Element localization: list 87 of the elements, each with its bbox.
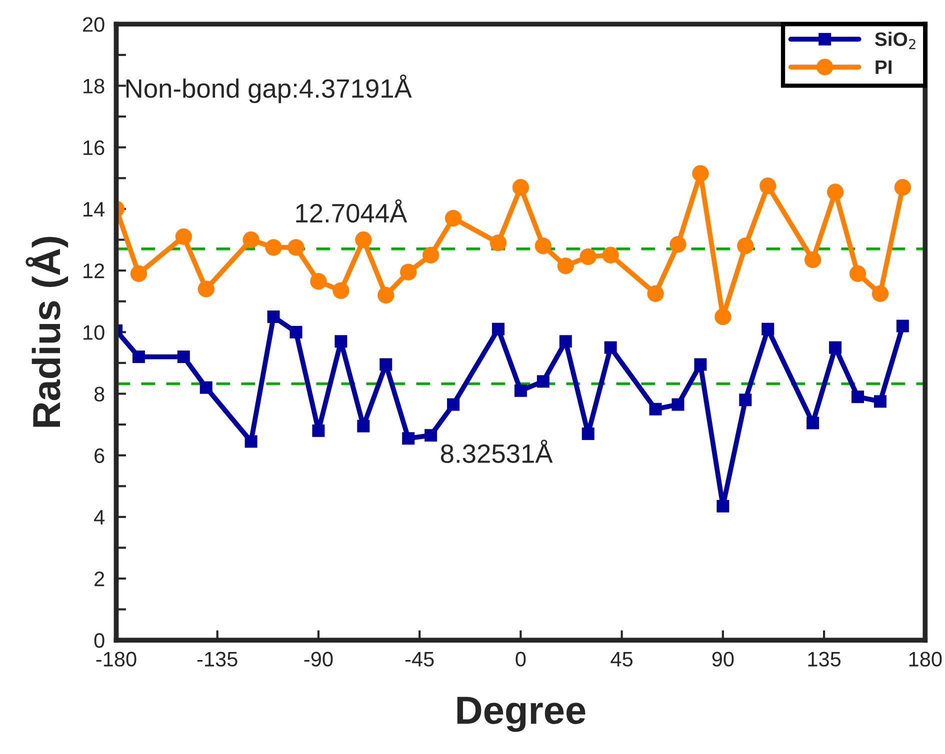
point — [714, 308, 732, 326]
point — [290, 326, 302, 338]
point — [514, 384, 527, 397]
point — [692, 165, 709, 182]
point — [851, 390, 864, 404]
ref-line-label: 12.7044Å — [296, 199, 408, 223]
y-tick-label: 0 — [94, 633, 104, 648]
point — [444, 210, 462, 227]
point — [534, 238, 552, 254]
y-tick-label: 18 — [84, 78, 104, 94]
point — [806, 416, 820, 430]
point — [602, 246, 619, 264]
x-tick-label: -135 — [197, 652, 238, 667]
point — [380, 358, 392, 371]
point — [580, 248, 596, 266]
x-tick-label: 45 — [610, 652, 633, 667]
point — [177, 350, 190, 364]
point — [332, 282, 350, 299]
point — [557, 258, 574, 274]
point — [402, 432, 415, 445]
point — [804, 251, 822, 268]
x-axis-title: Degree — [457, 696, 586, 732]
y-tick-label: 8 — [94, 386, 104, 402]
point — [310, 272, 327, 290]
x-tick-label: -180 — [96, 652, 136, 667]
x-tick-label: -45 — [405, 652, 434, 667]
point — [334, 335, 348, 348]
point — [739, 394, 752, 406]
y-tick-label: 10 — [84, 325, 104, 340]
y-tick-label: 6 — [94, 448, 104, 464]
point — [672, 398, 684, 411]
point — [582, 428, 594, 440]
y-tick-label: 4 — [94, 510, 105, 524]
point — [267, 310, 280, 323]
point — [424, 429, 438, 442]
x-tick-label: 180 — [909, 652, 942, 667]
point — [242, 231, 260, 248]
y-tick-label: 14 — [84, 202, 105, 216]
point — [355, 231, 372, 248]
point — [647, 285, 664, 302]
x-tick-label: -90 — [304, 652, 333, 667]
point — [760, 178, 776, 194]
point — [378, 286, 394, 304]
x-tick-label: 90 — [712, 652, 734, 667]
point — [604, 341, 617, 354]
point — [492, 322, 504, 336]
point — [447, 398, 460, 411]
y-tick-label: 2 — [94, 572, 104, 586]
point — [244, 435, 258, 448]
point — [874, 395, 886, 408]
point — [265, 239, 282, 256]
point — [894, 179, 912, 196]
point — [826, 184, 844, 200]
point — [198, 280, 214, 298]
point — [490, 234, 507, 252]
point — [694, 358, 707, 371]
point — [512, 179, 530, 196]
y-tick-label: 12 — [84, 264, 104, 278]
point — [175, 228, 192, 245]
point — [649, 402, 662, 416]
point — [132, 350, 145, 364]
annotation: Non-bond gap:4.37191Å — [126, 74, 412, 104]
point — [312, 424, 325, 437]
x-tick-label: 0 — [516, 652, 526, 667]
legend-label: SiO$_{2}$ — [874, 32, 916, 50]
point — [716, 500, 730, 512]
point — [536, 375, 550, 388]
point — [422, 246, 440, 264]
point — [849, 265, 866, 282]
point — [130, 265, 148, 282]
point — [762, 322, 774, 336]
point — [829, 341, 842, 354]
x-tick-label: 135 — [808, 652, 841, 667]
point — [737, 238, 754, 254]
ref-line-label: 8.32531Å — [440, 440, 553, 464]
point — [872, 285, 889, 302]
legend-label: PI — [876, 60, 892, 74]
point — [357, 420, 370, 432]
point — [200, 381, 212, 394]
y-axis-title: Radius (Å) — [26, 236, 68, 427]
point — [288, 239, 304, 256]
y-tick-label: 20 — [83, 17, 104, 32]
point — [896, 320, 909, 332]
point — [670, 236, 686, 253]
point — [400, 264, 417, 280]
point — [559, 335, 572, 348]
y-tick-label: 16 — [84, 140, 104, 156]
